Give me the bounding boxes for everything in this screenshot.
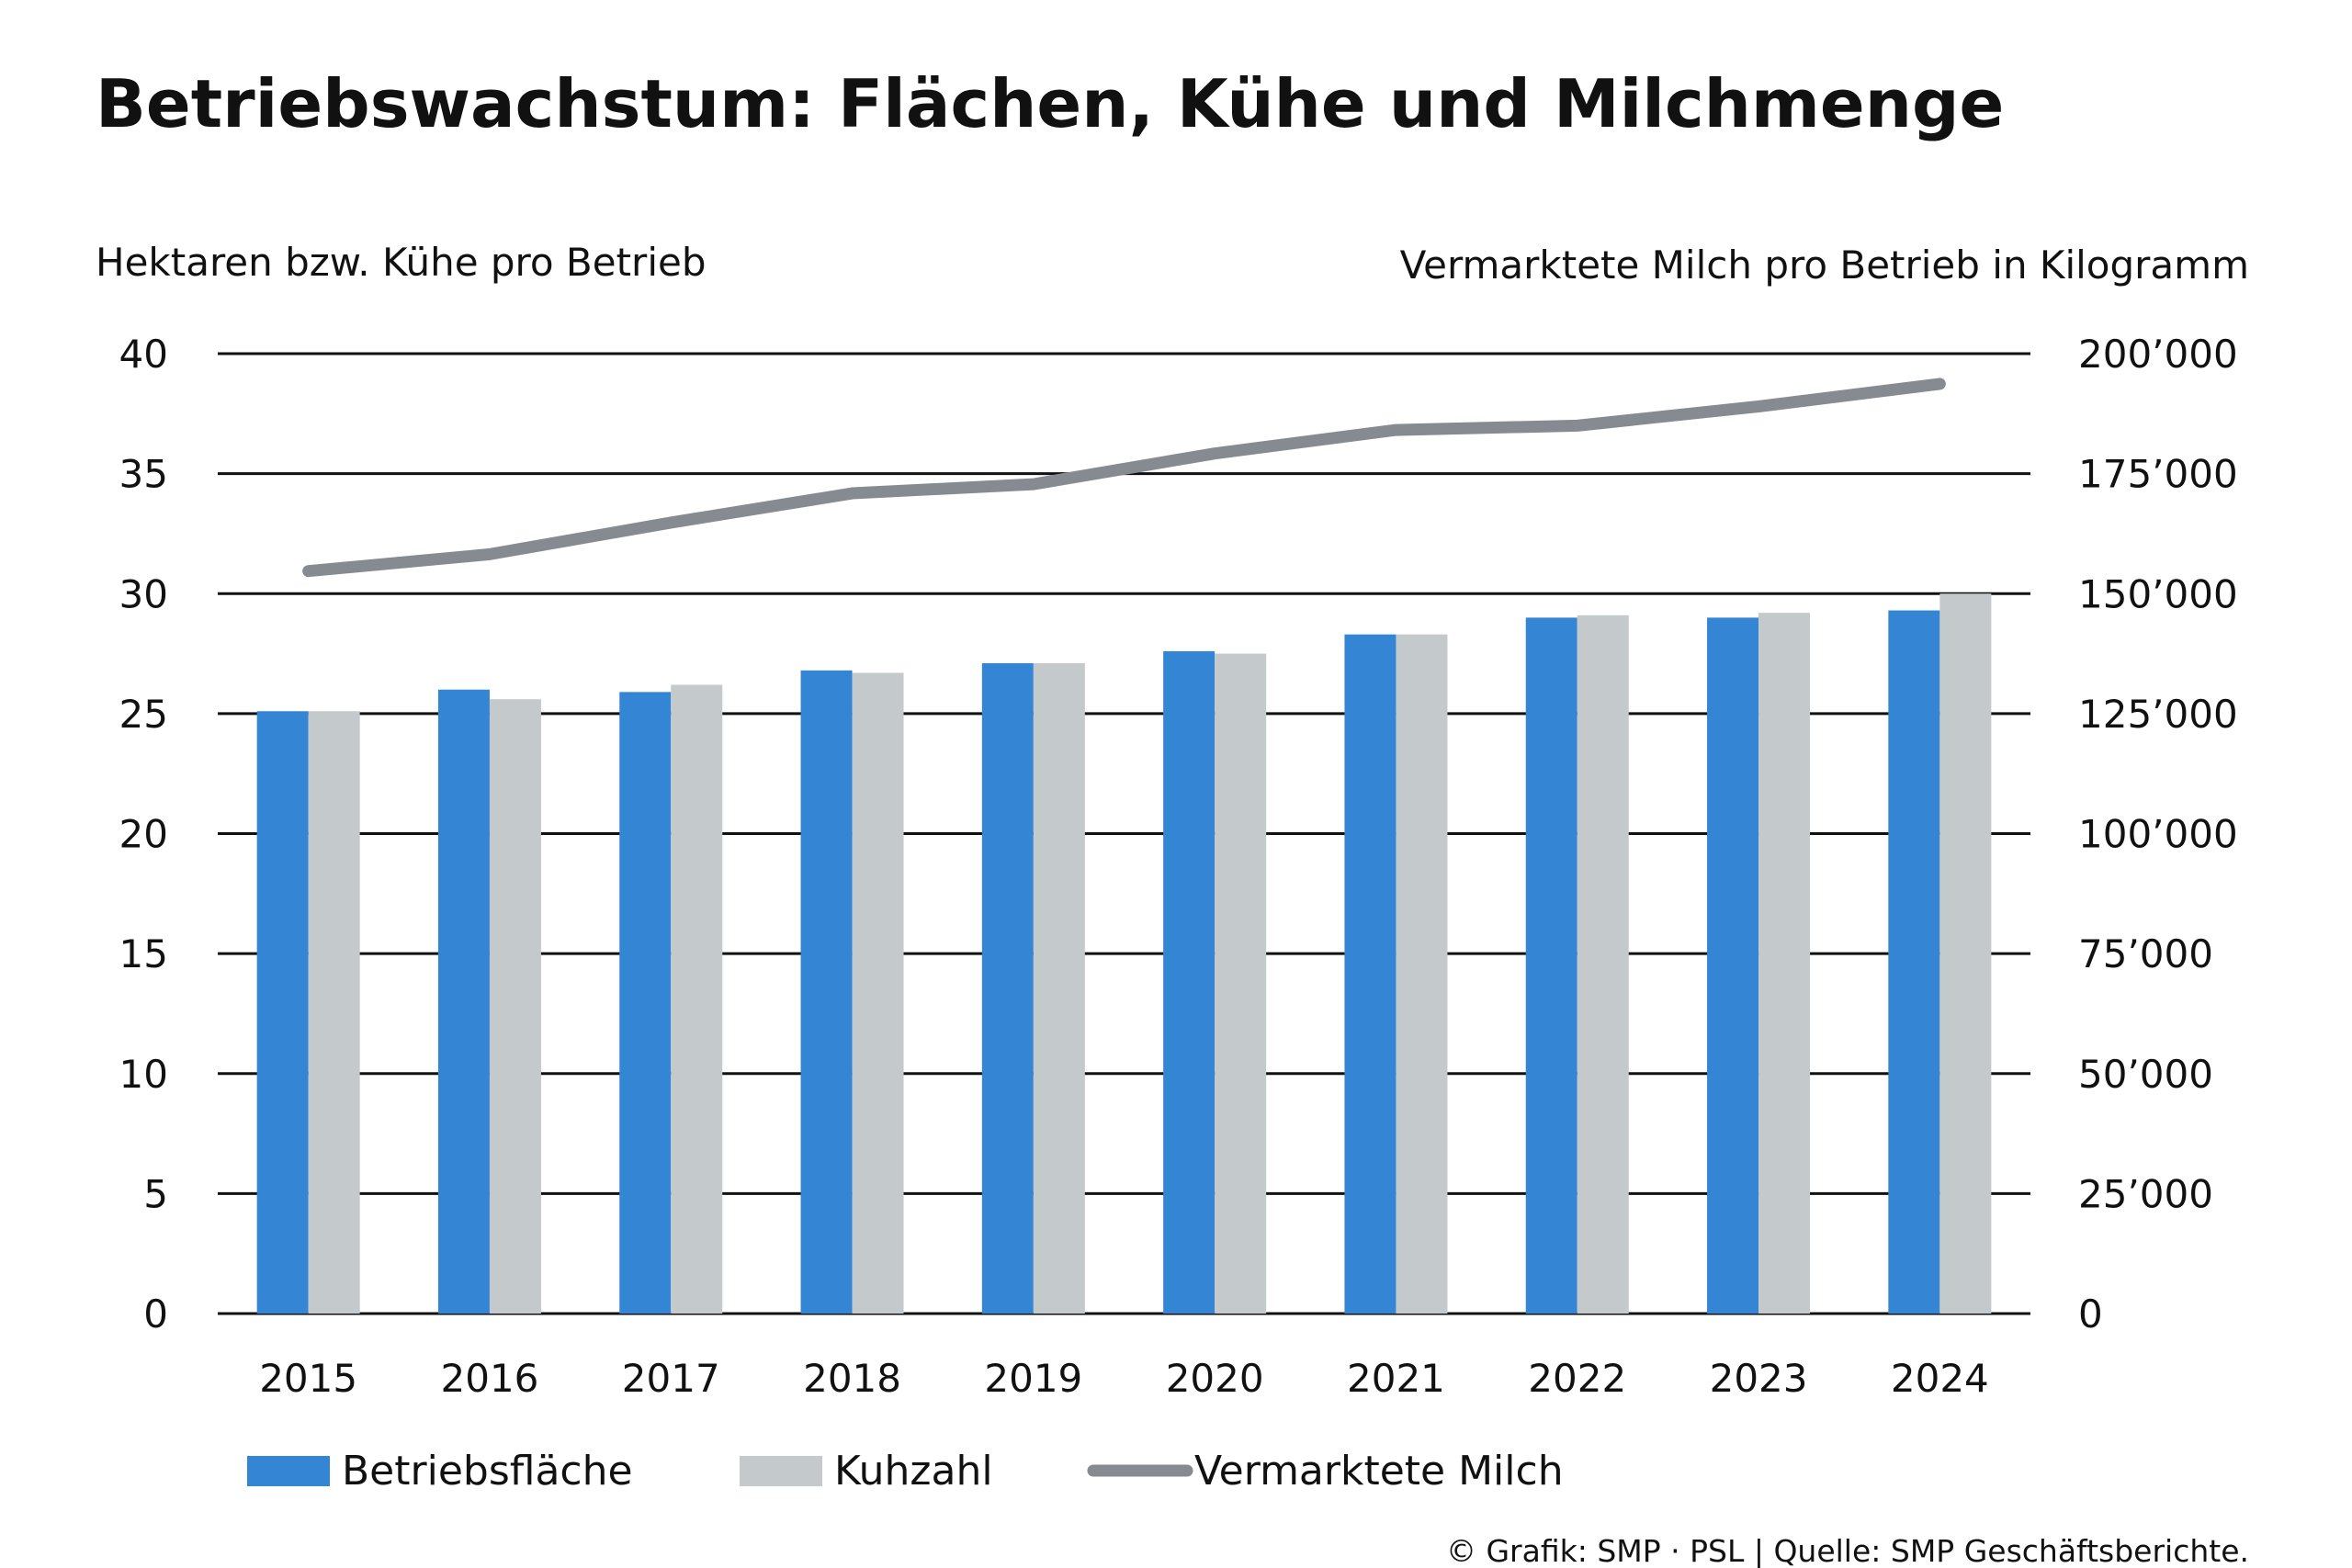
- right-tick-label: 175’000: [2078, 452, 2238, 497]
- bar-betriebsflaeche: [619, 692, 672, 1314]
- bar-kuhzahl: [1577, 615, 1629, 1314]
- chart-title: Betriebswachstum: Flächen, Kühe und Milc…: [96, 65, 2004, 142]
- left-tick-label: 15: [119, 931, 168, 976]
- milk-line: [302, 378, 1946, 578]
- right-tick-label: 75’000: [2078, 931, 2213, 976]
- bar-betriebsflaeche: [1525, 617, 1577, 1314]
- legend-label-milch: Vermarktete Milch: [1194, 1448, 1564, 1495]
- left-axis-ticks: 0 5 10 15 20 25 30 35 40: [119, 332, 168, 1337]
- legend-swatch-kuhzahl: [740, 1456, 822, 1486]
- right-tick-label: 100’000: [2078, 812, 2238, 857]
- x-tick-label: 2022: [1528, 1356, 1626, 1401]
- x-tick-label: 2021: [1347, 1356, 1445, 1401]
- right-tick-label: 50’000: [2078, 1052, 2213, 1097]
- left-tick-label: 25: [119, 692, 168, 737]
- bar-kuhzahl: [308, 711, 360, 1314]
- bar-kuhzahl: [1396, 634, 1448, 1314]
- x-tick-label: 2020: [1166, 1356, 1264, 1401]
- x-tick-label: 2015: [259, 1356, 357, 1401]
- x-tick-label: 2023: [1710, 1356, 1808, 1401]
- x-tick-label: 2017: [622, 1356, 720, 1401]
- bar-betriebsflaeche: [1707, 617, 1759, 1314]
- right-tick-label: 125’000: [2078, 692, 2238, 737]
- bar-betriebsflaeche: [800, 670, 853, 1314]
- bar-betriebsflaeche: [1888, 610, 1940, 1314]
- x-tick-label: 2024: [1891, 1356, 1989, 1401]
- left-axis-label: Hektaren bzw. Kühe pro Betrieb: [96, 240, 707, 285]
- left-tick-label: 0: [143, 1292, 168, 1337]
- legend-label-betriebsflaeche: Betriebsfläche: [342, 1448, 633, 1495]
- source-note: © Grafik: SMP · PSL | Quelle: SMP Geschä…: [1446, 1533, 2249, 1568]
- line-vermarktete-milch: [302, 378, 1946, 578]
- bars: [256, 593, 1992, 1314]
- bar-kuhzahl: [852, 672, 904, 1314]
- left-tick-label: 35: [119, 452, 168, 497]
- x-tick-label: 2018: [803, 1356, 901, 1401]
- bar-kuhzahl: [671, 684, 723, 1314]
- bar-kuhzahl: [1758, 613, 1811, 1314]
- bar-kuhzahl: [1033, 663, 1085, 1314]
- legend-label-kuhzahl: Kuhzahl: [834, 1448, 993, 1495]
- legend: Betriebsfläche Kuhzahl Vermarktete Milch: [247, 1448, 1564, 1495]
- right-tick-label: 200’000: [2078, 332, 2238, 377]
- bar-kuhzahl: [1939, 593, 1992, 1314]
- bar-betriebsflaeche: [256, 711, 309, 1314]
- left-tick-label: 5: [143, 1171, 168, 1216]
- x-tick-label: 2016: [441, 1356, 539, 1401]
- left-tick-label: 40: [119, 332, 168, 377]
- x-tick-label: 2019: [984, 1356, 1082, 1401]
- bar-betriebsflaeche: [981, 663, 1034, 1314]
- left-tick-label: 20: [119, 812, 168, 857]
- bar-betriebsflaeche: [1344, 634, 1396, 1314]
- right-axis-label: Vermarktete Milch pro Betrieb in Kilogra…: [1400, 243, 2249, 288]
- right-tick-label: 25’000: [2078, 1171, 2213, 1216]
- right-tick-label: 0: [2078, 1292, 2103, 1337]
- right-axis-ticks: 0 25’000 50’000 75’000 100’000 125’000 150’000…: [2078, 332, 2238, 1337]
- bar-kuhzahl: [489, 699, 541, 1314]
- legend-swatch-betriebsflaeche: [247, 1456, 330, 1486]
- bar-betriebsflaeche: [437, 689, 490, 1314]
- x-axis-ticks: 2015 2016 2017 2018 2019 2020 2021 2022 2023 2024: [259, 1356, 1989, 1401]
- right-tick-label: 150’000: [2078, 571, 2238, 616]
- left-tick-label: 30: [119, 571, 168, 616]
- bar-kuhzahl: [1215, 653, 1267, 1314]
- bar-betriebsflaeche: [1163, 650, 1216, 1314]
- left-tick-label: 10: [119, 1052, 168, 1097]
